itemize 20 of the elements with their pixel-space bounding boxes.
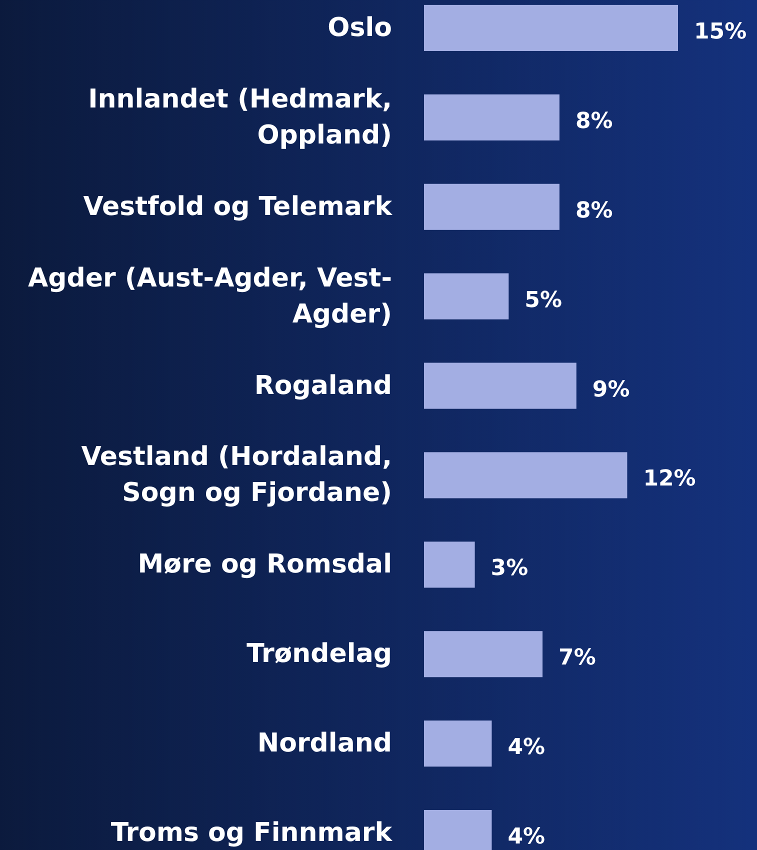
data-label: 7% xyxy=(558,646,596,671)
y-tick-label: Vestfold og Telemark xyxy=(83,192,393,222)
y-tick-label: Troms og Finnmark xyxy=(110,818,393,848)
y-tick-label: Nordland xyxy=(257,728,392,759)
data-label: 3% xyxy=(490,556,528,582)
y-tick-label: Møre og Romsdal xyxy=(138,550,392,580)
data-label: 4% xyxy=(508,824,546,850)
y-tick-label: Trøndelag xyxy=(246,639,392,670)
y-tick-label: Oslo xyxy=(328,12,392,43)
y-tick-label: Agder (Aust-Agder, Vest-Agder) xyxy=(28,263,392,330)
y-tick-label: Innlandet (Hedmark, Oppland) xyxy=(88,84,392,150)
data-label: 8% xyxy=(575,108,613,134)
data-label: 5% xyxy=(524,288,562,313)
data-label: 4% xyxy=(508,735,546,760)
y-tick-label: Rogaland xyxy=(254,370,392,401)
y-tick-label: Vestland (Hordaland, Sogn og Fjordane) xyxy=(81,442,392,508)
data-label: 15% xyxy=(694,19,747,44)
data-label: 8% xyxy=(575,198,613,224)
data-label: 12% xyxy=(643,466,696,492)
data-label: 9% xyxy=(592,377,630,402)
